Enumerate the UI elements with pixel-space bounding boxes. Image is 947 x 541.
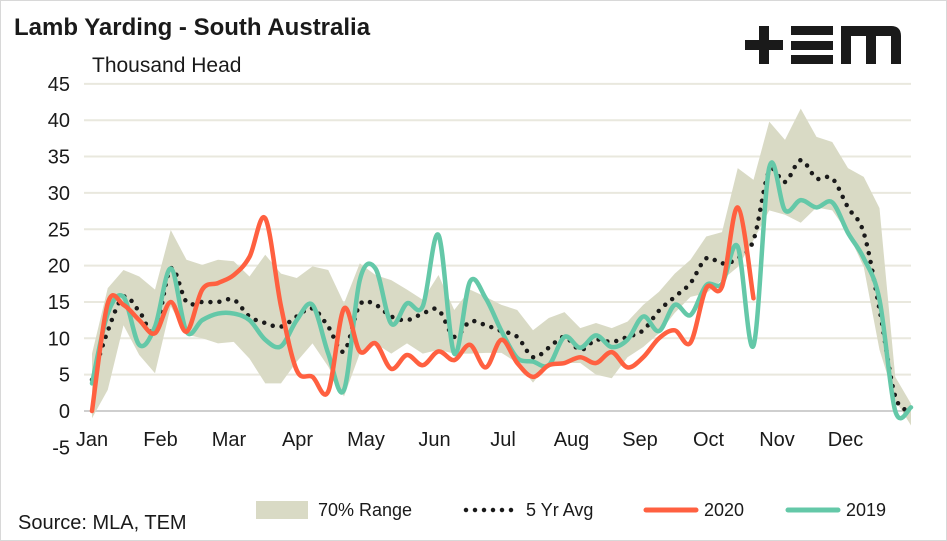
y-tick-label: 25 <box>48 219 70 241</box>
x-tick-label: Jan <box>76 429 108 451</box>
chart-title: Lamb Yarding - South Australia <box>14 14 371 41</box>
y-tick-label: 35 <box>48 147 70 169</box>
x-tick-label: Sep <box>622 429 658 451</box>
y-tick-label: 40 <box>48 110 70 132</box>
legend-label-range: 70% Range <box>318 500 412 520</box>
x-tick-label: Aug <box>554 429 590 451</box>
legend-swatch-range <box>256 501 308 519</box>
y-tick-label: 45 <box>48 74 70 96</box>
x-axis-ticks: Jan Feb Mar Apr May Jun Jul Aug Sep Oct Nov Dec <box>76 429 863 451</box>
legend: 70% Range 5 Yr Avg 2020 2019 <box>256 500 886 520</box>
gridlines <box>84 82 911 412</box>
x-tick-label: Dec <box>828 429 864 451</box>
range-band <box>92 108 911 426</box>
x-tick-label: Jun <box>418 429 450 451</box>
series-line-2019 <box>89 160 914 421</box>
y-tick-label: 30 <box>48 183 70 205</box>
series-line-5yr-avg <box>89 157 914 414</box>
x-tick-label: Jul <box>490 429 516 451</box>
tem-logo <box>745 26 901 64</box>
x-tick-label: Nov <box>759 429 795 451</box>
legend-label-2020: 2020 <box>704 500 744 520</box>
y-tick-label: 10 <box>48 328 70 350</box>
range-area <box>92 108 911 426</box>
series-lines <box>89 157 914 421</box>
y-tick-label: 20 <box>48 256 70 278</box>
y-tick-label: 5 <box>59 365 70 387</box>
legend-label-2019: 2019 <box>846 500 886 520</box>
y-axis-label: Thousand Head <box>92 54 242 77</box>
x-tick-label: Mar <box>212 429 247 451</box>
source-note: Source: MLA, TEM <box>18 512 187 534</box>
x-tick-label: Feb <box>143 429 177 451</box>
legend-label-5yr-avg: 5 Yr Avg <box>526 500 593 520</box>
y-tick-label: 15 <box>48 292 70 314</box>
y-tick-label: 0 <box>59 401 70 423</box>
x-tick-label: May <box>347 429 385 451</box>
series-line-2020 <box>89 205 756 414</box>
x-tick-label: Apr <box>282 429 313 451</box>
x-tick-label: Oct <box>693 429 725 451</box>
y-axis-ticks: -5 0 5 10 15 20 25 30 35 40 45 <box>48 74 70 460</box>
y-tick-label: -5 <box>52 437 70 459</box>
